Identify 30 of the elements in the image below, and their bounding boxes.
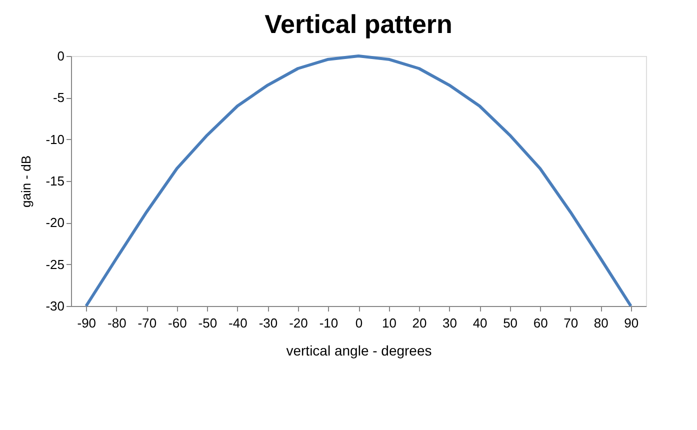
- x-tick-label: 50: [503, 316, 518, 330]
- x-axis-title: vertical angle - degrees: [286, 342, 432, 358]
- x-tick-label: 70: [564, 316, 578, 330]
- x-tick-label: -90: [77, 316, 96, 330]
- x-tick-label: -20: [289, 316, 308, 330]
- line-series: [84, 54, 632, 308]
- y-tick-label: -25: [46, 256, 64, 272]
- x-tick-label: 90: [624, 316, 639, 330]
- x-tick-label: -50: [198, 316, 218, 330]
- x-tick-label: -60: [168, 316, 187, 330]
- x-tick-label: -40: [228, 316, 248, 330]
- y-tick-label: -15: [46, 174, 64, 188]
- x-tick-label: 0: [355, 316, 363, 330]
- x-tick-label: 80: [594, 316, 608, 330]
- x-tick-label: -70: [138, 316, 157, 330]
- chart-title: Vertical pattern: [264, 9, 452, 39]
- y-tick-label: -30: [46, 298, 64, 314]
- x-tick-label: 20: [412, 316, 427, 330]
- x-tick-label: 60: [533, 316, 548, 330]
- y-tick-label: -5: [52, 90, 64, 106]
- y-axis-title: gain - dB: [18, 155, 34, 208]
- y-tick-label: -20: [46, 215, 64, 230]
- x-tick-label: 10: [382, 316, 396, 330]
- x-tick-label: 30: [442, 316, 458, 330]
- x-tick-label: -30: [258, 316, 278, 330]
- x-tick-label: 40: [472, 316, 488, 330]
- y-tick-label: 0: [57, 48, 64, 64]
- x-tick-label: -80: [107, 316, 126, 330]
- x-tick-label: -10: [319, 316, 338, 330]
- y-tick-label: -10: [46, 132, 64, 147]
